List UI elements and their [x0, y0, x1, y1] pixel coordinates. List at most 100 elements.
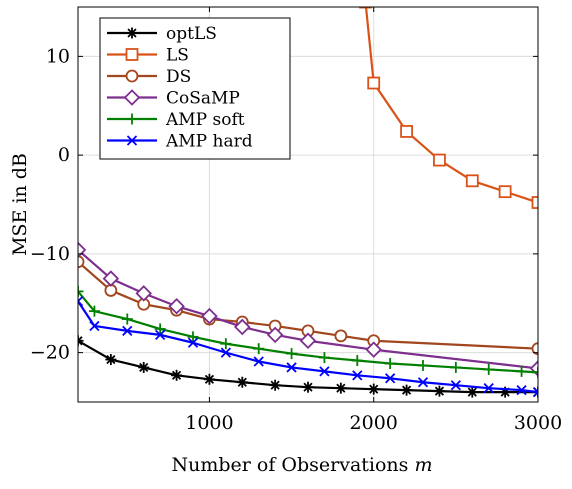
series-layer	[78, 7, 538, 398]
data-point-amp-hard	[187, 337, 199, 348]
data-point-amp-hard	[122, 325, 133, 337]
series-line-amp-hard	[78, 300, 538, 394]
data-point-amp-hard	[319, 366, 330, 377]
data-point-amp-soft	[78, 285, 84, 297]
legend-label: optLS	[166, 24, 217, 44]
data-point-optls	[302, 381, 314, 393]
data-point-amp-hard	[253, 356, 264, 367]
data-point-amp-soft	[88, 305, 100, 317]
data-point-ls	[367, 76, 381, 90]
legend-marker	[126, 135, 138, 146]
legend-entry-amp-soft: AMP soft	[107, 110, 245, 130]
legend-marker	[125, 69, 139, 83]
data-point-amp-soft	[483, 363, 495, 375]
data-point-amp-soft	[532, 366, 538, 378]
data-point-optls	[236, 376, 248, 388]
y-tick-label: −20	[30, 342, 70, 364]
y-tick-label: 10	[46, 45, 70, 67]
legend-label: LS	[166, 46, 189, 66]
data-point-amp-hard	[516, 385, 527, 396]
data-point-amp-hard	[352, 370, 363, 381]
data-point-cosamp	[266, 326, 284, 344]
data-point-amp-soft	[516, 365, 528, 377]
data-point-optls	[401, 384, 413, 396]
axis-ticks: 1000 2000 3000 10 0 −10 −20	[30, 7, 562, 434]
data-point-amp-soft	[384, 357, 396, 369]
plot-frame	[77, 6, 539, 403]
legend-label: AMP soft	[165, 110, 245, 130]
data-point-amp-hard	[450, 380, 461, 391]
data-point-cosamp	[365, 341, 382, 358]
data-point-optls	[368, 383, 380, 395]
legend-entry-optls: optLS	[107, 24, 217, 44]
data-point-amp-hard	[532, 386, 538, 398]
data-point-ls	[359, 7, 372, 9]
x-axis-title: Number of Observations m	[171, 454, 432, 476]
legend-label: DS	[166, 67, 191, 87]
data-point-amp-soft	[253, 343, 265, 355]
data-point-amp-soft	[417, 359, 429, 371]
data-point-amp-hard	[385, 373, 396, 384]
data-point-optls	[105, 354, 117, 366]
data-point-cosamp	[168, 297, 185, 315]
data-point-amp-hard	[286, 362, 297, 373]
series-line-cosamp	[78, 249, 538, 370]
data-point-optls	[433, 385, 445, 397]
x-tick-label: 3000	[514, 412, 562, 434]
data-point-amp-hard	[417, 377, 429, 388]
legend-marker	[123, 89, 141, 106]
data-point-cosamp	[201, 307, 218, 325]
y-axis-title: MSE in dB	[9, 153, 31, 256]
data-point-amp-hard	[220, 347, 231, 358]
x-tick-label: 2000	[350, 412, 398, 434]
data-point-ds	[531, 342, 538, 356]
data-point-amp-soft	[121, 313, 133, 325]
legend-entry-amp-hard: AMP hard	[107, 132, 253, 152]
data-point-amp-soft	[154, 323, 166, 335]
data-point-amp-hard	[483, 383, 494, 394]
data-point-ls	[465, 174, 479, 188]
x-tick-label: 1000	[185, 412, 233, 434]
series-line-amp-soft	[78, 290, 538, 374]
y-tick-label: 0	[58, 144, 70, 166]
data-point-optls	[269, 379, 281, 391]
data-point-ds	[334, 329, 348, 343]
data-point-optls	[171, 369, 183, 381]
legend-marker	[125, 48, 139, 61]
legend-marker	[126, 27, 138, 39]
data-point-amp-soft	[220, 338, 232, 350]
data-point-ls	[498, 185, 512, 199]
legend-entry-cosamp: CoSaMP	[107, 89, 240, 109]
data-point-optls	[78, 335, 84, 347]
series-amp-hard	[78, 296, 538, 398]
data-point-amp-hard	[78, 296, 84, 307]
data-point-ls	[400, 125, 413, 138]
data-point-cosamp	[234, 318, 251, 336]
series-optls	[78, 335, 538, 398]
series-line-ls	[364, 7, 538, 204]
series-ls	[359, 7, 538, 209]
legend-label: CoSaMP	[166, 89, 240, 109]
data-point-cosamp	[135, 285, 152, 302]
data-point-ls	[531, 196, 538, 209]
data-point-optls	[466, 386, 478, 398]
data-point-cosamp	[299, 332, 317, 350]
y-tick-label: −10	[30, 243, 70, 265]
data-point-amp-soft	[450, 361, 462, 373]
legend-entry-ds: DS	[107, 67, 191, 87]
data-point-optls	[138, 361, 150, 373]
data-point-amp-hard	[155, 329, 166, 340]
data-point-ds	[78, 255, 85, 269]
data-point-amp-soft	[187, 331, 199, 343]
data-point-amp-soft	[286, 348, 298, 360]
data-point-amp-soft	[351, 355, 363, 367]
data-point-amp-hard	[89, 320, 100, 332]
data-point-ls	[433, 153, 446, 167]
data-point-optls	[203, 373, 215, 385]
legend-marker	[126, 113, 138, 125]
legend-entry-ls: LS	[107, 46, 189, 66]
legend-label: AMP hard	[165, 132, 253, 152]
data-point-cosamp	[102, 270, 120, 287]
